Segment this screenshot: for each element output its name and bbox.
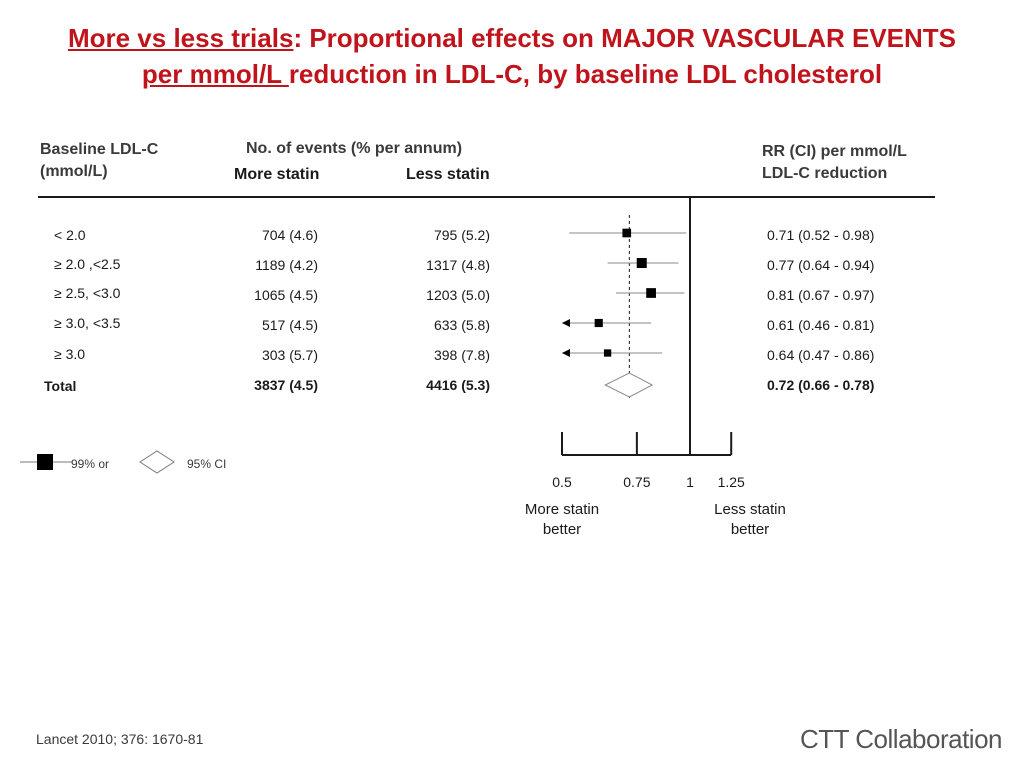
xlabel-right-line2: better xyxy=(731,521,769,538)
header-less-statin: Less statin xyxy=(406,166,490,183)
total-more: 3837 (4.5) xyxy=(254,377,318,393)
row-more: 517 (4.5) xyxy=(261,317,318,333)
ctt-logo: CTT Collaboration xyxy=(799,724,1003,755)
x-tick-label: 0.75 xyxy=(623,474,650,490)
header-rr-line1: RR (CI) per mmol/L xyxy=(762,143,907,160)
row-less: 1317 (4.8) xyxy=(426,257,490,273)
header-baseline: Baseline LDL-C (mmol/L) xyxy=(40,139,158,183)
row-label: ≥ 2.5, <3.0 xyxy=(54,285,121,301)
legend-square-label: 99% or xyxy=(71,457,110,471)
row-less: 1203 (5.0) xyxy=(426,287,490,303)
row-less: 795 (5.2) xyxy=(433,227,490,243)
total-diamond xyxy=(604,372,654,398)
row-less: 398 (7.8) xyxy=(433,347,490,363)
row-label: ≥ 2.0 ,<2.5 xyxy=(54,256,121,272)
title-rest-1: : Proportional effects on MAJOR VASCULAR… xyxy=(293,23,957,53)
title-rest-2: reduction in LDL-C, by baseline LDL chol… xyxy=(288,59,883,89)
legend-diamond-icon xyxy=(139,450,175,474)
point-estimate xyxy=(603,349,612,357)
slide-title: More vs less trials: Proportional effect… xyxy=(0,20,1024,92)
point-estimate xyxy=(646,288,656,298)
logo-collaboration: Collaboration xyxy=(855,724,1002,754)
point-estimate xyxy=(594,318,603,328)
header-events: No. of events (% per annum) xyxy=(246,140,463,157)
header-rr: RR (CI) per mmol/L LDL-C reduction xyxy=(762,141,907,185)
xlabel-left-line2: better xyxy=(543,521,581,538)
title-underlined-2: per mmol/L xyxy=(141,59,289,89)
header-baseline-line1: Baseline LDL-C xyxy=(40,141,159,158)
header-baseline-line2: (mmol/L) xyxy=(40,163,108,180)
citation: Lancet 2010; 376: 1670-81 xyxy=(36,731,204,747)
row-more: 1189 (4.2) xyxy=(255,257,318,273)
row-label: ≥ 3.0, <3.5 xyxy=(54,315,121,331)
row-more: 1065 (4.5) xyxy=(254,287,318,303)
row-label: ≥ 3.0 xyxy=(54,346,86,362)
total-label: Total xyxy=(44,378,77,394)
header-rule xyxy=(38,196,935,198)
legend xyxy=(20,450,175,474)
row-rr: 0.64 (0.47 - 0.86) xyxy=(767,347,875,363)
row-more: 303 (5.7) xyxy=(261,347,318,363)
row-rr: 0.81 (0.67 - 0.97) xyxy=(767,287,875,303)
row-rr: 0.71 (0.52 - 0.98) xyxy=(767,227,875,243)
row-more: 704 (4.6) xyxy=(261,227,318,243)
xlabel-right-line1: Less statin xyxy=(714,501,786,518)
x-tick-label: 0.5 xyxy=(552,474,572,490)
header-rr-line2: LDL-C reduction xyxy=(762,165,888,182)
legend-diamond-label: 95% CI xyxy=(187,457,227,471)
title-underlined-1: More vs less trials xyxy=(67,23,294,53)
xlabel-left-line1: More statin xyxy=(525,501,599,518)
ci-arrow xyxy=(562,319,570,327)
row-rr: 0.77 (0.64 - 0.94) xyxy=(767,257,875,273)
total-rr: 0.72 (0.66 - 0.78) xyxy=(767,377,875,393)
header-more-statin: More statin xyxy=(234,166,320,183)
x-tick-label: 1 xyxy=(686,474,694,490)
row-rr: 0.61 (0.46 - 0.81) xyxy=(767,317,875,333)
row-label: < 2.0 xyxy=(54,227,86,243)
point-estimate xyxy=(622,228,632,238)
point-estimate xyxy=(636,258,647,268)
total-less: 4416 (5.3) xyxy=(426,377,490,393)
ci-arrow xyxy=(562,349,570,357)
row-less: 633 (5.8) xyxy=(433,317,490,333)
logo-ctt: CTT xyxy=(799,724,856,754)
legend-square-icon xyxy=(37,454,53,470)
x-tick-label: 1.25 xyxy=(718,474,745,490)
